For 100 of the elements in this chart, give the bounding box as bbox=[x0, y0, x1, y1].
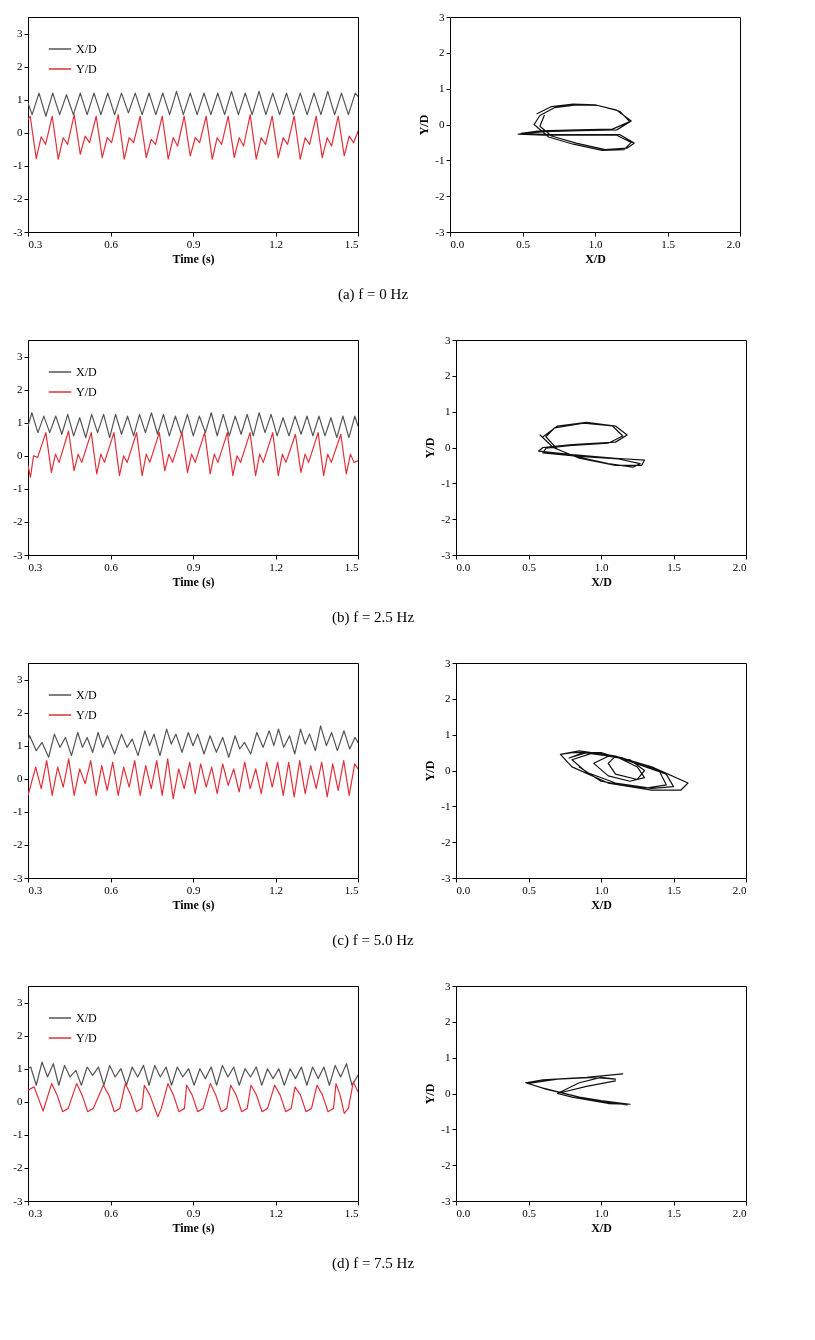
legend-label: X/D bbox=[76, 1011, 97, 1025]
y-axis-title: Y/D bbox=[423, 760, 438, 782]
x-tick-label: 0.3 bbox=[28, 1206, 43, 1219]
x-tick-label: 0.9 bbox=[186, 237, 201, 250]
y-tick-label: -3 bbox=[13, 225, 23, 238]
x-tick-label: 2.0 bbox=[732, 883, 747, 896]
text: (d) f = 7.5 Hz bbox=[331, 1255, 415, 1272]
line-series bbox=[28, 412, 358, 439]
legend-label: Y/D bbox=[76, 708, 97, 722]
line-series bbox=[28, 113, 358, 160]
y-tick-label: 3 bbox=[445, 979, 451, 992]
y-tick-label: -1 bbox=[13, 482, 23, 495]
y-tick-label: 0 bbox=[17, 1095, 23, 1108]
y-tick-label: 1 bbox=[445, 1051, 451, 1064]
x-tick-label: 1.5 bbox=[344, 1206, 359, 1219]
y-tick-label: 0 bbox=[439, 118, 445, 130]
line-series bbox=[28, 430, 358, 478]
y-tick-label: -3 bbox=[13, 548, 23, 561]
y-tick-label: 0 bbox=[445, 764, 451, 776]
x-tick-label: 1.0 bbox=[594, 1206, 609, 1219]
legend-label: Y/D bbox=[76, 62, 97, 76]
y-tick-label: -2 bbox=[435, 189, 445, 202]
x-tick-label: 0.0 bbox=[456, 883, 471, 896]
y-tick-label: 0 bbox=[17, 126, 23, 139]
y-tick-label: 3 bbox=[17, 27, 23, 40]
y-tick-label: 3 bbox=[17, 996, 23, 1009]
legend-label: X/D bbox=[76, 42, 97, 56]
x-tick-label: 1.2 bbox=[269, 237, 283, 250]
x-tick-label: 0.6 bbox=[104, 237, 119, 250]
x-tick-label: 1.5 bbox=[667, 560, 682, 573]
y-tick-label: 3 bbox=[17, 350, 23, 363]
text: (a) f = 0 Hz bbox=[337, 286, 409, 303]
y-tick-label: 1 bbox=[439, 82, 445, 95]
x-tick-label: 0.3 bbox=[28, 883, 43, 896]
line-series bbox=[525, 1073, 631, 1106]
y-tick-label: 2 bbox=[445, 692, 451, 705]
y-tick-label: 1 bbox=[17, 93, 23, 106]
x-tick-label: 1.0 bbox=[588, 237, 603, 250]
x-tick-label: 1.0 bbox=[594, 883, 609, 896]
line-series bbox=[559, 750, 689, 791]
y-tick-label: -1 bbox=[441, 1122, 451, 1135]
x-axis-title: X/D bbox=[585, 251, 607, 266]
y-axis-title: Y/D bbox=[417, 114, 432, 136]
y-tick-label: 3 bbox=[445, 656, 451, 669]
y-tick-label: -2 bbox=[441, 1158, 451, 1171]
y-tick-label: -3 bbox=[13, 1194, 23, 1207]
x-tick-label: 0.6 bbox=[104, 883, 119, 896]
line-series bbox=[28, 725, 358, 758]
text: (b) f = 2.5 Hz bbox=[331, 609, 415, 626]
x-tick-label: 0.0 bbox=[456, 1206, 471, 1219]
y-tick-label: 2 bbox=[17, 383, 23, 396]
y-tick-label: 1 bbox=[17, 739, 23, 752]
legend-label: Y/D bbox=[76, 385, 97, 399]
y-tick-label: -1 bbox=[13, 159, 23, 172]
legend-label: X/D bbox=[76, 688, 97, 702]
y-tick-label: 0 bbox=[17, 772, 23, 785]
y-tick-label: 3 bbox=[17, 673, 23, 686]
x-tick-label: 1.2 bbox=[269, 1206, 283, 1219]
y-tick-label: 2 bbox=[17, 706, 23, 719]
line-series bbox=[538, 421, 646, 468]
y-tick-label: -3 bbox=[435, 225, 445, 238]
x-tick-label: 0.3 bbox=[28, 237, 43, 250]
x-axis-title: X/D bbox=[591, 1220, 613, 1235]
y-tick-label: 2 bbox=[439, 46, 445, 59]
x-tick-label: 0.5 bbox=[522, 1206, 537, 1219]
x-tick-label: 2.0 bbox=[732, 1206, 747, 1219]
line-series bbox=[28, 1081, 358, 1118]
x-tick-label: 2.0 bbox=[726, 237, 741, 250]
x-tick-label: 1.5 bbox=[344, 883, 359, 896]
x-tick-label: 0.0 bbox=[450, 237, 465, 250]
x-tick-label: 1.5 bbox=[344, 560, 359, 573]
line-series bbox=[28, 90, 358, 117]
x-tick-label: 0.6 bbox=[104, 560, 119, 573]
y-tick-label: -3 bbox=[13, 871, 23, 884]
x-tick-label: 1.2 bbox=[269, 883, 283, 896]
line-series bbox=[28, 1061, 358, 1086]
x-tick-label: 0.0 bbox=[456, 560, 471, 573]
x-tick-label: 0.5 bbox=[516, 237, 531, 250]
y-tick-label: -3 bbox=[441, 548, 451, 561]
y-tick-label: -1 bbox=[13, 1128, 23, 1141]
line-series bbox=[28, 758, 358, 800]
y-tick-label: -1 bbox=[13, 805, 23, 818]
x-tick-label: 0.3 bbox=[28, 560, 43, 573]
x-tick-label: 0.9 bbox=[186, 1206, 201, 1219]
line-series bbox=[517, 103, 635, 151]
x-axis-title: Time (s) bbox=[172, 897, 215, 912]
x-axis-title: Time (s) bbox=[172, 251, 215, 266]
y-tick-label: -3 bbox=[441, 871, 451, 884]
y-axis-title: Y/D bbox=[423, 1083, 438, 1105]
x-tick-label: 1.2 bbox=[269, 560, 283, 573]
x-axis-title: Time (s) bbox=[172, 1220, 215, 1235]
y-tick-label: 0 bbox=[445, 441, 451, 453]
y-tick-label: 3 bbox=[439, 10, 445, 23]
y-tick-label: -2 bbox=[13, 838, 23, 851]
y-tick-label: -1 bbox=[441, 476, 451, 489]
x-axis-title: Time (s) bbox=[172, 574, 215, 589]
y-tick-label: 2 bbox=[445, 369, 451, 382]
y-tick-label: 2 bbox=[17, 1029, 23, 1042]
x-tick-label: 1.5 bbox=[667, 1206, 682, 1219]
y-tick-label: 1 bbox=[445, 728, 451, 741]
